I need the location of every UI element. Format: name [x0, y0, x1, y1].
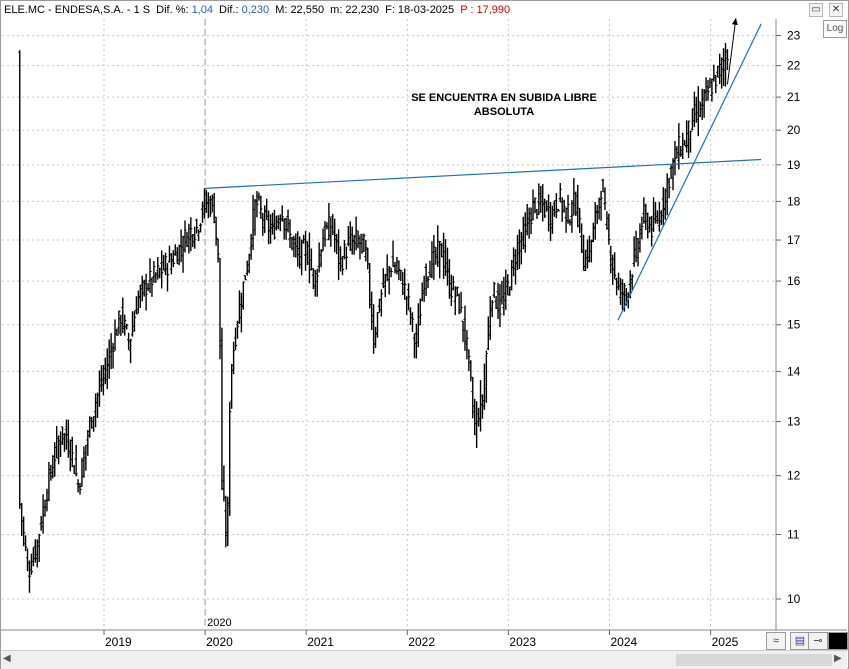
price-bars — [18, 42, 730, 593]
save-icon[interactable]: ▤ — [790, 632, 810, 650]
y-tick-label: 19 — [787, 158, 801, 172]
min-value: 22,230 — [345, 4, 380, 16]
log-scale-button[interactable]: Log — [823, 20, 847, 38]
x-ticks: 2019 2020 2021 2022 2023 2024 2025 — [103, 630, 739, 649]
y-tick-label: 21 — [787, 90, 801, 104]
trendline — [617, 23, 762, 321]
arrow-head-icon — [731, 18, 738, 26]
x-tick-label: 2023 — [509, 635, 536, 649]
scroll-right-icon[interactable]: ▶ — [834, 653, 842, 664]
y-tick-label: 16 — [787, 274, 801, 288]
chart-header: ELE.MC - ENDESA,S.A. - 1 S Dif. %: 1,04 D… — [1, 1, 776, 19]
color-picker-icon[interactable] — [828, 632, 848, 650]
x-tick-label: 2024 — [611, 635, 638, 649]
vertical-marker-label: 2020 — [207, 617, 231, 629]
y-tick-label: 12 — [787, 469, 801, 483]
y-tick-label: 14 — [787, 364, 801, 378]
x-tick-label: 2021 — [307, 635, 334, 649]
x-tick-label: 2019 — [105, 635, 132, 649]
trendline — [205, 158, 762, 189]
y-tick-label: 22 — [787, 59, 801, 73]
y-ticks: 10 11 12 13 14 15 16 17 18 19 20 21 22 23 — [776, 29, 801, 606]
y-tick-label: 17 — [787, 233, 801, 247]
min-label: m: — [330, 4, 343, 16]
x-tick-label: 2025 — [712, 635, 739, 649]
price-value: 17,990 — [476, 4, 511, 16]
y-tick-label: 18 — [787, 194, 801, 208]
date-label: F: — [385, 4, 395, 16]
y-tick-label: 10 — [787, 592, 801, 606]
dif-value: 0,230 — [241, 4, 270, 16]
annotation-line-2: ABSOLUTA — [474, 106, 534, 118]
annotation-line-1: SE ENCUENTRA EN SUBIDA LIBRE — [411, 92, 597, 104]
symbol-label: ELE.MC - ENDESA,S.A. - 1 S — [4, 4, 151, 16]
dif-label: Dif.: — [219, 4, 239, 16]
pin-icon[interactable]: ⊸ — [808, 632, 828, 650]
x-tick-label: 2022 — [408, 635, 435, 649]
y-tick-label: 11 — [787, 528, 800, 542]
y-tick-label: 13 — [787, 415, 801, 429]
trendlines — [205, 23, 762, 321]
dif-pct-label: Dif. %: — [156, 4, 189, 16]
date-value: 18-03-2025 — [397, 4, 455, 16]
max-label: M: — [275, 4, 288, 16]
minimize-icon[interactable]: ▭ — [809, 3, 823, 17]
horizontal-scrollbar[interactable]: ◀ ▶ — [1, 650, 847, 669]
x-tick-label: 2020 — [206, 635, 233, 649]
y-tick-label: 15 — [787, 318, 801, 332]
y-tick-label: 20 — [787, 123, 801, 137]
max-value: 22,550 — [290, 4, 325, 16]
grid-lines — [2, 19, 775, 629]
dif-pct-value: 1,04 — [191, 4, 213, 16]
price-label: P : — [460, 4, 474, 16]
chart-style-icon[interactable]: ≈ — [766, 632, 786, 650]
arrow-shaft — [726, 18, 737, 85]
breakout-arrow — [726, 18, 738, 85]
close-icon[interactable]: ✕ — [829, 3, 843, 17]
scroll-thumb[interactable] — [676, 654, 832, 666]
y-tick-label: 23 — [787, 29, 801, 43]
scroll-left-icon[interactable]: ◀ — [3, 653, 11, 664]
